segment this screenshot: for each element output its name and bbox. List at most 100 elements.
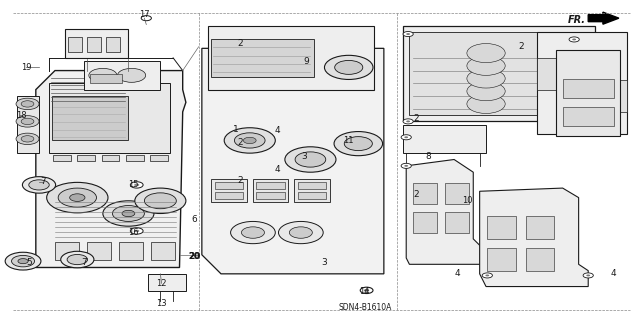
Bar [298, 192, 326, 199]
Text: 14: 14 [360, 287, 370, 296]
Bar [106, 37, 120, 51]
Circle shape [467, 44, 505, 63]
Polygon shape [36, 70, 186, 268]
FancyArrow shape [588, 12, 619, 24]
Text: 5: 5 [26, 258, 32, 267]
Polygon shape [17, 96, 39, 153]
Circle shape [586, 274, 590, 276]
Circle shape [16, 98, 39, 110]
Bar [410, 33, 582, 115]
Text: 9: 9 [303, 56, 309, 65]
Text: 4: 4 [275, 165, 280, 174]
Circle shape [401, 135, 412, 140]
Circle shape [403, 119, 413, 124]
Circle shape [141, 16, 152, 21]
Bar [413, 212, 437, 233]
Circle shape [21, 118, 34, 124]
Bar [52, 96, 129, 140]
Bar [256, 182, 285, 189]
Bar [525, 248, 554, 271]
Text: 3: 3 [301, 152, 307, 161]
Bar [87, 37, 101, 51]
Circle shape [21, 136, 34, 142]
Circle shape [241, 227, 264, 238]
Text: FR.: FR. [568, 15, 586, 26]
Text: 3: 3 [321, 258, 327, 267]
Circle shape [482, 273, 492, 278]
Text: 7: 7 [81, 258, 86, 267]
Circle shape [21, 101, 34, 107]
Polygon shape [202, 48, 384, 274]
Circle shape [70, 194, 85, 201]
Circle shape [16, 116, 39, 127]
Text: SDN4-B1610A: SDN4-B1610A [338, 303, 392, 312]
Bar [49, 83, 170, 153]
Circle shape [467, 56, 505, 75]
Circle shape [118, 68, 146, 82]
Circle shape [406, 121, 410, 122]
Bar [537, 33, 627, 134]
Circle shape [467, 94, 505, 114]
Circle shape [467, 69, 505, 88]
Circle shape [113, 205, 145, 221]
Circle shape [89, 68, 117, 82]
Circle shape [103, 201, 154, 226]
Text: 6: 6 [191, 215, 197, 224]
Circle shape [404, 165, 408, 167]
Bar [126, 155, 144, 161]
Text: 2: 2 [237, 137, 243, 146]
Text: 13: 13 [156, 299, 167, 308]
Bar [413, 183, 437, 204]
Circle shape [5, 252, 41, 270]
Bar [214, 192, 243, 199]
Bar [208, 26, 374, 90]
Bar [525, 216, 554, 239]
Bar [537, 58, 563, 90]
Circle shape [324, 55, 373, 79]
Circle shape [467, 82, 505, 101]
Text: 16: 16 [128, 228, 139, 237]
Circle shape [334, 131, 383, 156]
Circle shape [131, 228, 143, 234]
Bar [150, 155, 168, 161]
Circle shape [135, 188, 186, 213]
Circle shape [67, 255, 88, 265]
Circle shape [18, 259, 28, 264]
Circle shape [335, 60, 363, 74]
Text: 17: 17 [139, 11, 150, 19]
Circle shape [12, 256, 35, 267]
Bar [55, 242, 79, 260]
Polygon shape [406, 160, 486, 264]
Circle shape [364, 289, 369, 292]
Circle shape [131, 182, 143, 188]
Text: 19: 19 [21, 63, 31, 72]
Circle shape [572, 39, 576, 41]
Circle shape [289, 227, 312, 238]
Text: 10: 10 [461, 196, 472, 205]
Bar [211, 179, 246, 202]
Bar [563, 107, 614, 126]
Circle shape [569, 37, 579, 42]
Text: 15: 15 [128, 181, 139, 189]
Bar [298, 182, 326, 189]
Circle shape [278, 221, 323, 244]
Bar [102, 155, 120, 161]
Text: 4: 4 [275, 126, 280, 135]
Bar [68, 37, 82, 51]
Circle shape [134, 184, 140, 186]
Circle shape [58, 188, 97, 207]
Bar [84, 61, 161, 90]
Circle shape [403, 32, 413, 37]
Bar [256, 192, 285, 199]
Bar [87, 242, 111, 260]
Circle shape [295, 152, 326, 167]
Circle shape [406, 33, 410, 35]
Circle shape [401, 163, 412, 168]
Bar [487, 248, 516, 271]
Text: 2: 2 [518, 42, 524, 51]
Text: 2: 2 [237, 176, 243, 185]
Circle shape [134, 230, 140, 232]
Circle shape [22, 177, 56, 193]
Bar [119, 242, 143, 260]
Bar [148, 274, 186, 291]
